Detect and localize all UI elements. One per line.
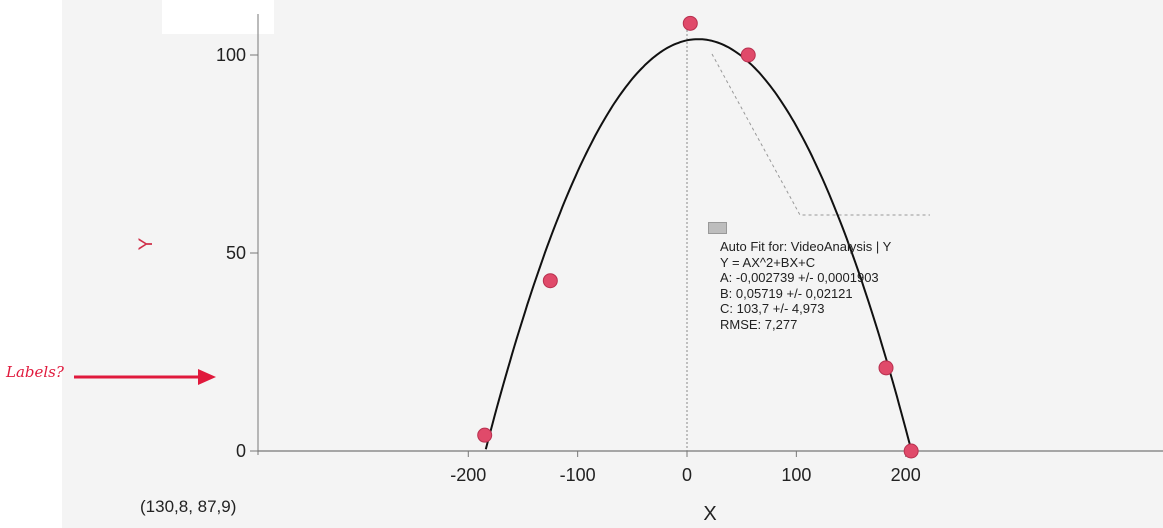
fit-leader-line: [711, 53, 930, 216]
y-axis-label: Y: [136, 237, 157, 250]
plot-cutout: [162, 0, 274, 34]
x-tick-label: -200: [450, 465, 486, 485]
y-tick-label: 50: [226, 243, 246, 263]
annotation-label: Labels?: [6, 363, 64, 381]
x-axis-label: X: [703, 503, 716, 525]
data-point: [682, 15, 698, 31]
fit-rmse: RMSE: 7,277: [720, 316, 798, 332]
data-point: [740, 47, 756, 63]
annotation-arrow-head: [198, 369, 216, 385]
x-tick-label: 100: [781, 465, 811, 485]
fit-curve: [484, 38, 914, 455]
fit-param-a: A: -0,002739 +/- 0,0001903: [720, 270, 879, 285]
x-tick-label: 200: [891, 465, 921, 485]
fit-param-c: C: 103,7 +/- 4,973: [720, 301, 825, 316]
x-tick-label: 0: [682, 465, 692, 485]
fit-equation: Y = AX^2+BX+C: [720, 254, 816, 270]
data-point: [477, 427, 493, 443]
data-point: [542, 273, 558, 289]
fit-box-icon[interactable]: [708, 222, 727, 234]
plot-background: [62, 0, 1163, 528]
fit-param-b: B: 0,05719 +/- 0,02121: [720, 285, 853, 301]
cursor-readout: (130,8, 87,9): [140, 497, 236, 516]
data-point: [903, 443, 919, 459]
y-tick-label: 0: [236, 441, 246, 461]
x-tick-label: -100: [560, 465, 596, 485]
fit-title: Auto Fit for: VideoAnalysis | Y: [720, 239, 892, 254]
data-point: [878, 360, 894, 376]
auto-fit-box[interactable]: Auto Fit for: VideoAnalysis | Y Y = AX^2…: [708, 222, 1008, 332]
y-tick-label: 100: [216, 45, 246, 65]
